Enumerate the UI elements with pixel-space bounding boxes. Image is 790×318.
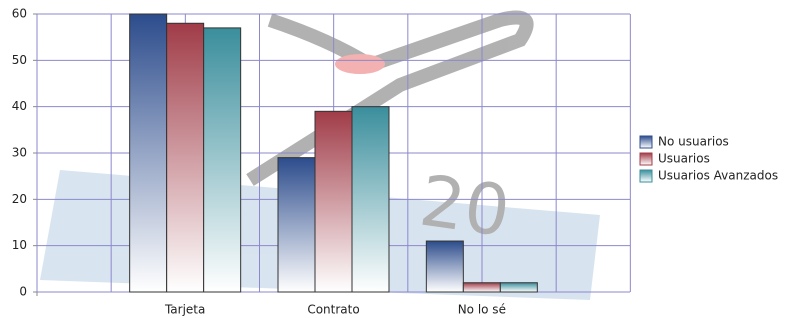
y-tick-label: 40 xyxy=(12,99,27,113)
x-tick-label: Tarjeta xyxy=(164,303,205,317)
svg-text:20: 20 xyxy=(415,159,515,253)
legend-swatch xyxy=(640,170,652,182)
bar xyxy=(130,14,167,292)
y-tick-label: 0 xyxy=(19,285,27,299)
bar xyxy=(315,111,352,292)
x-tick-label: Contrato xyxy=(307,303,359,317)
y-tick-label: 10 xyxy=(12,238,27,252)
y-tick-label: 20 xyxy=(12,192,27,206)
bar xyxy=(463,283,500,292)
legend-swatch xyxy=(640,153,652,165)
y-tick-label: 60 xyxy=(12,7,27,21)
x-tick-label: No lo sé xyxy=(458,303,506,317)
legend-label: No usuarios xyxy=(658,135,729,149)
bar xyxy=(204,28,241,292)
legend-label: Usuarios xyxy=(658,152,710,166)
bar xyxy=(278,158,315,292)
legend-swatch xyxy=(640,136,652,148)
bar xyxy=(426,241,463,292)
y-tick-label: 30 xyxy=(12,146,27,160)
bar xyxy=(352,107,389,292)
legend-label: Usuarios Avanzados xyxy=(658,169,778,183)
bar xyxy=(167,23,204,292)
chart: 20 0 10 20 30 40 50 60 Tarjeta Contrato No lo sé N… xyxy=(0,0,790,318)
y-tick-label: 50 xyxy=(12,53,27,67)
bar xyxy=(500,283,537,292)
